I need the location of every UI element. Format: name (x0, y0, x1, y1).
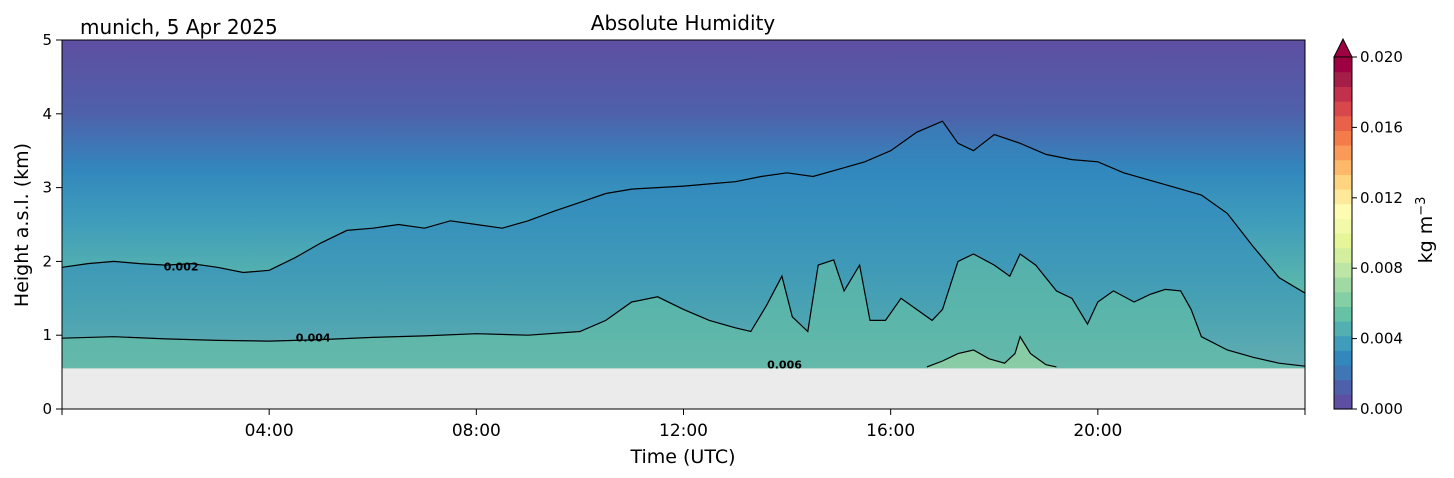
colorbar-segment (1334, 203, 1352, 219)
y-axis-label: Height a.s.l. (km) (11, 143, 33, 307)
colorbar-segment (1334, 71, 1352, 87)
y-axis-ticks: 0 1 2 3 4 5 (42, 31, 62, 418)
colorbar-extend-arrow (1333, 37, 1353, 58)
contour-label-0.004: 0.004 (296, 331, 331, 344)
contour-line-0.004 (62, 253, 1305, 367)
colorbar-segment (1334, 379, 1352, 395)
contour-line-0.002 (62, 120, 1305, 294)
no-data-region (62, 368, 1305, 409)
colorbar-segment (1334, 189, 1352, 205)
colorbar-segment (1334, 174, 1352, 190)
colorbar-segment (1334, 218, 1352, 234)
colorbar: 0.000 0.004 0.008 0.012 0.016 0.020 (1333, 37, 1403, 418)
band-below-0.004 (62, 254, 1305, 369)
colorbar-tick-label: 0.016 (1360, 118, 1403, 136)
contour-line-0.006 (926, 335, 1057, 368)
x-tick-label: 08:00 (452, 421, 501, 441)
colorbar-tick-label: 0.004 (1360, 330, 1403, 348)
humidity-bands (62, 121, 1305, 369)
contour-label-0.006: 0.006 (767, 359, 802, 372)
contour-lines: 0.002 0.004 0.006 (62, 120, 1305, 372)
colorbar-segment (1334, 365, 1352, 381)
x-tick-label: 04:00 (245, 421, 294, 441)
y-tick-label: 1 (42, 326, 52, 344)
y-tick-label: 3 (42, 179, 52, 197)
plot-area: 0.002 0.004 0.006 (62, 40, 1305, 409)
colorbar-segment (1334, 262, 1352, 278)
colorbar-segment (1334, 291, 1352, 307)
chart-title: Absolute Humidity (591, 11, 776, 35)
colorbar-segment (1334, 306, 1352, 322)
colorbar-segment (1334, 277, 1352, 293)
colorbar-segment (1334, 115, 1352, 131)
contour-label-0.002: 0.002 (164, 261, 199, 274)
y-tick-label: 0 (42, 400, 52, 418)
y-tick-label: 2 (42, 252, 52, 270)
colorbar-segment (1334, 247, 1352, 263)
colorbar-segment (1334, 101, 1352, 117)
colorbar-segment (1334, 321, 1352, 337)
colorbar-segment (1334, 350, 1352, 366)
location-date-label: munich, 5 Apr 2025 (80, 15, 278, 39)
colorbar-tick-label: 0.020 (1360, 48, 1403, 66)
x-axis-label: Time (UTC) (629, 446, 735, 468)
x-axis-ticks: 04:00 08:00 12:00 16:00 20:00 (61, 409, 1306, 441)
band-below-0.006 (926, 336, 1057, 369)
colorbar-segment (1334, 394, 1352, 410)
colorbar-segment (1334, 145, 1352, 161)
colorbar-tick-label: 0.012 (1360, 189, 1403, 207)
y-tick-label: 5 (42, 31, 52, 49)
colorbar-label: kg m−3 (1414, 197, 1437, 264)
colorbar-segment (1334, 57, 1352, 73)
colorbar-frame (1333, 56, 1353, 410)
colorbar-segment (1334, 159, 1352, 175)
colorbar-segment (1334, 335, 1352, 351)
colorbar-tick-label: 0.008 (1360, 259, 1403, 277)
x-tick-label: 20:00 (1073, 421, 1122, 441)
colorbar-segment (1334, 233, 1352, 249)
colorbar-segment (1334, 86, 1352, 102)
y-tick-label: 4 (42, 105, 52, 123)
colorbar-segment (1334, 130, 1352, 146)
x-tick-label: 16:00 (866, 421, 915, 441)
colorbar-tick-label: 0.000 (1360, 400, 1403, 418)
x-tick-label: 12:00 (659, 421, 708, 441)
